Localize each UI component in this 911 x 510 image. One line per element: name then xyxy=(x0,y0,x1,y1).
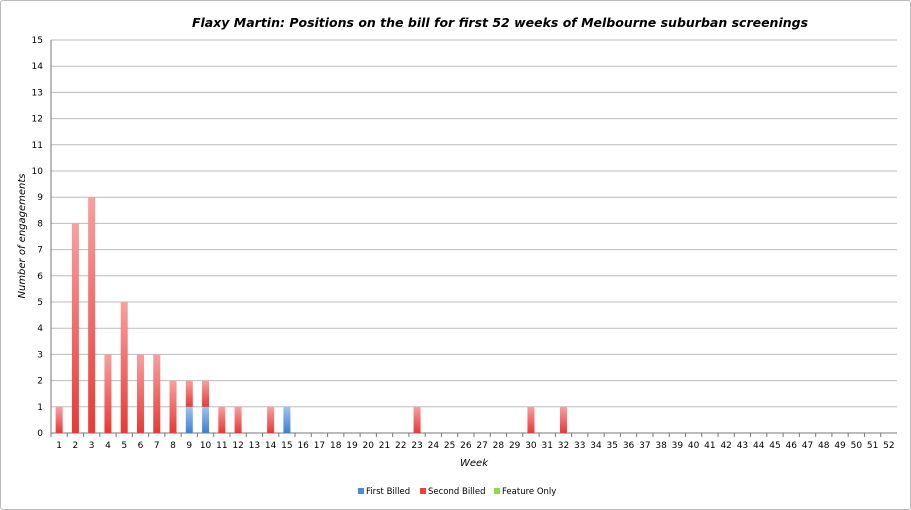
x-tick-label: 1 xyxy=(56,441,62,451)
x-tick-label: 37 xyxy=(639,441,650,451)
x-tick-label: 26 xyxy=(460,441,472,451)
x-tick-label: 45 xyxy=(769,441,780,451)
bar-second-billed xyxy=(267,406,275,433)
bar-second-billed xyxy=(169,380,177,433)
y-tick-label: 8 xyxy=(37,219,43,229)
y-tick-label: 6 xyxy=(37,272,43,282)
bar-second-billed xyxy=(104,354,112,433)
x-tick-label: 33 xyxy=(574,441,585,451)
x-tick-label: 8 xyxy=(170,441,176,451)
x-tick-label: 30 xyxy=(525,441,537,451)
x-axis-label: Week xyxy=(460,458,489,469)
x-tick-label: 39 xyxy=(672,441,684,451)
y-tick-label: 2 xyxy=(37,377,43,387)
x-tick-label: 29 xyxy=(509,441,521,451)
x-tick-label: 35 xyxy=(607,441,618,451)
y-tick-label: 9 xyxy=(37,193,43,203)
x-tick-label: 31 xyxy=(541,441,552,451)
x-tick-label: 7 xyxy=(154,441,160,451)
y-tick-label: 15 xyxy=(32,36,43,46)
x-tick-label: 46 xyxy=(786,441,798,451)
bar-second-billed xyxy=(218,406,226,433)
bar-second-billed xyxy=(153,354,161,433)
bar-second-billed xyxy=(559,406,567,433)
bar-second-billed xyxy=(120,302,128,433)
y-tick-label: 10 xyxy=(32,167,44,177)
x-tick-label: 11 xyxy=(216,441,227,451)
bar-first-billed xyxy=(202,406,210,433)
legend-swatch xyxy=(494,488,500,494)
legend-label: First Billed xyxy=(366,487,410,497)
x-tick-label: 21 xyxy=(379,441,390,451)
x-tick-label: 36 xyxy=(623,441,635,451)
x-tick-label: 43 xyxy=(737,441,748,451)
x-tick-label: 28 xyxy=(493,441,505,451)
chart-title: Flaxy Martin: Positions on the bill for … xyxy=(192,15,808,30)
x-tick-label: 32 xyxy=(558,441,569,451)
x-tick-label: 17 xyxy=(314,441,325,451)
x-tick-label: 34 xyxy=(590,441,602,451)
x-tick-label: 10 xyxy=(200,441,212,451)
x-tick-label: 4 xyxy=(105,441,111,451)
y-tick-label: 14 xyxy=(32,62,44,72)
bar-second-billed xyxy=(55,406,63,433)
y-tick-label: 5 xyxy=(37,298,43,308)
x-tick-label: 5 xyxy=(121,441,127,451)
legend-label: Second Billed xyxy=(428,487,486,497)
x-tick-label: 23 xyxy=(411,441,422,451)
x-tick-label: 48 xyxy=(818,441,830,451)
x-tick-label: 14 xyxy=(265,441,277,451)
x-tick-label: 22 xyxy=(395,441,406,451)
bar-second-billed xyxy=(202,380,210,407)
x-tick-label: 25 xyxy=(444,441,455,451)
x-tick-label: 41 xyxy=(704,441,715,451)
x-tick-label: 13 xyxy=(249,441,260,451)
x-tick-label: 6 xyxy=(138,441,144,451)
x-tick-label: 38 xyxy=(655,441,667,451)
x-tick-label: 40 xyxy=(688,441,700,451)
x-tick-label: 44 xyxy=(753,441,765,451)
x-tick-label: 15 xyxy=(281,441,292,451)
x-tick-label: 51 xyxy=(867,441,878,451)
x-tick-label: 19 xyxy=(346,441,358,451)
y-tick-label: 13 xyxy=(32,88,43,98)
x-tick-label: 52 xyxy=(883,441,894,451)
bar-second-billed xyxy=(527,406,535,433)
legend-label: Feature Only xyxy=(502,487,556,497)
bar-second-billed xyxy=(234,406,242,433)
x-tick-label: 20 xyxy=(363,441,375,451)
x-tick-label: 42 xyxy=(720,441,731,451)
y-tick-label: 4 xyxy=(37,324,43,334)
x-tick-label: 12 xyxy=(232,441,243,451)
x-tick-label: 24 xyxy=(428,441,440,451)
x-tick-label: 47 xyxy=(802,441,813,451)
bar-second-billed xyxy=(71,223,79,433)
y-tick-label: 3 xyxy=(37,350,43,360)
x-tick-label: 27 xyxy=(476,441,487,451)
y-tick-label: 0 xyxy=(37,429,43,439)
x-tick-label: 3 xyxy=(89,441,95,451)
y-tick-label: 11 xyxy=(32,141,43,151)
y-tick-label: 12 xyxy=(32,115,43,125)
bar-second-billed xyxy=(185,380,193,407)
x-tick-label: 50 xyxy=(851,441,863,451)
x-tick-label: 16 xyxy=(297,441,309,451)
x-tick-label: 18 xyxy=(330,441,342,451)
bar-second-billed xyxy=(88,197,96,433)
legend-swatch xyxy=(358,488,364,494)
legend-swatch xyxy=(420,488,426,494)
bar-first-billed xyxy=(283,406,291,433)
y-axis-label: Number of engagements xyxy=(17,174,28,299)
x-tick-label: 2 xyxy=(73,441,79,451)
bar-second-billed xyxy=(136,354,144,433)
bar-second-billed xyxy=(413,406,421,433)
y-tick-label: 1 xyxy=(37,403,43,413)
bar-first-billed xyxy=(185,406,193,433)
x-tick-label: 49 xyxy=(834,441,846,451)
y-tick-label: 7 xyxy=(37,246,43,256)
x-tick-label: 9 xyxy=(186,441,192,451)
